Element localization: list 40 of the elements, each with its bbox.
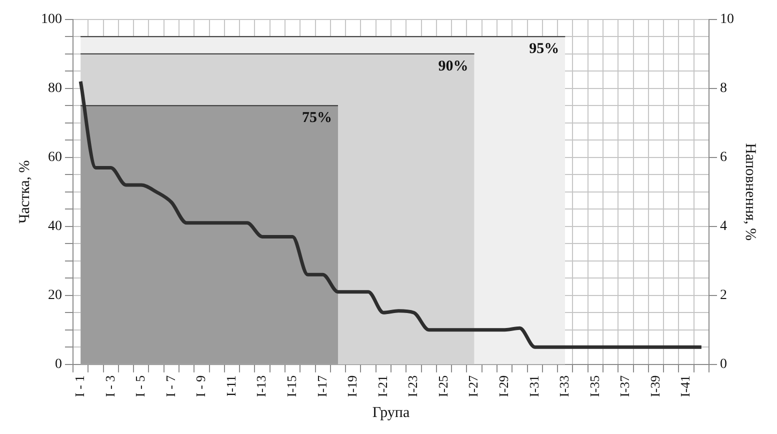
- x-tick-label: I-13: [254, 375, 269, 398]
- y-axis-title: Частка, %: [16, 160, 33, 224]
- x-tick-label: I - 1: [72, 375, 87, 398]
- x-tick-label: I-29: [496, 375, 511, 398]
- series-label: 95%: [529, 41, 560, 58]
- x-tick-label: I - 7: [162, 374, 178, 398]
- x-axis-title: Група: [372, 404, 410, 421]
- x-tick-label: I-31: [526, 375, 542, 398]
- y-tick-label: 0: [55, 357, 62, 372]
- x-tick-label: I-15: [284, 375, 299, 398]
- y-tick-label: 40: [48, 219, 62, 234]
- x-tick-label: I-23: [405, 375, 420, 398]
- x-tick-label: I-37: [617, 374, 632, 398]
- x-tick-label: I-17: [314, 374, 330, 398]
- x-tick-label: I - 3: [102, 375, 118, 398]
- x-tick-label: I-35: [586, 375, 602, 398]
- x-tick-label: I - 5: [132, 375, 148, 398]
- x-tick-label: I-21: [374, 375, 390, 398]
- line-series: [78, 80, 704, 349]
- y2-tick-label: 2: [720, 288, 727, 304]
- series-label: 75%: [302, 110, 332, 126]
- y-tick-label: 80: [48, 81, 62, 96]
- x-tick-label: I - 9: [193, 375, 208, 398]
- x-tick-label: I-27: [466, 374, 481, 398]
- series-label: 90%: [438, 58, 468, 74]
- y-tick-label: 60: [48, 150, 62, 166]
- y2-axis-title: Наповнення, %: [742, 143, 758, 241]
- y2-tick-label: 6: [720, 150, 727, 166]
- y-tick-label: 20: [48, 288, 62, 304]
- x-tick-label: I-41: [678, 375, 693, 398]
- y2-tick-label: 4: [720, 219, 727, 234]
- y2-tick-label: 8: [720, 81, 727, 96]
- y2-tick-label: 0: [720, 357, 727, 372]
- x-tick-label: I-25: [435, 375, 450, 398]
- y2-tick-label: 10: [720, 12, 734, 28]
- x-tick-label: I-19: [344, 375, 360, 398]
- x-tick-label: I-33: [556, 375, 572, 398]
- x-tick-label: I-11: [223, 375, 238, 397]
- y-tick-label: 100: [41, 12, 62, 28]
- x-tick-label: I-39: [647, 375, 662, 398]
